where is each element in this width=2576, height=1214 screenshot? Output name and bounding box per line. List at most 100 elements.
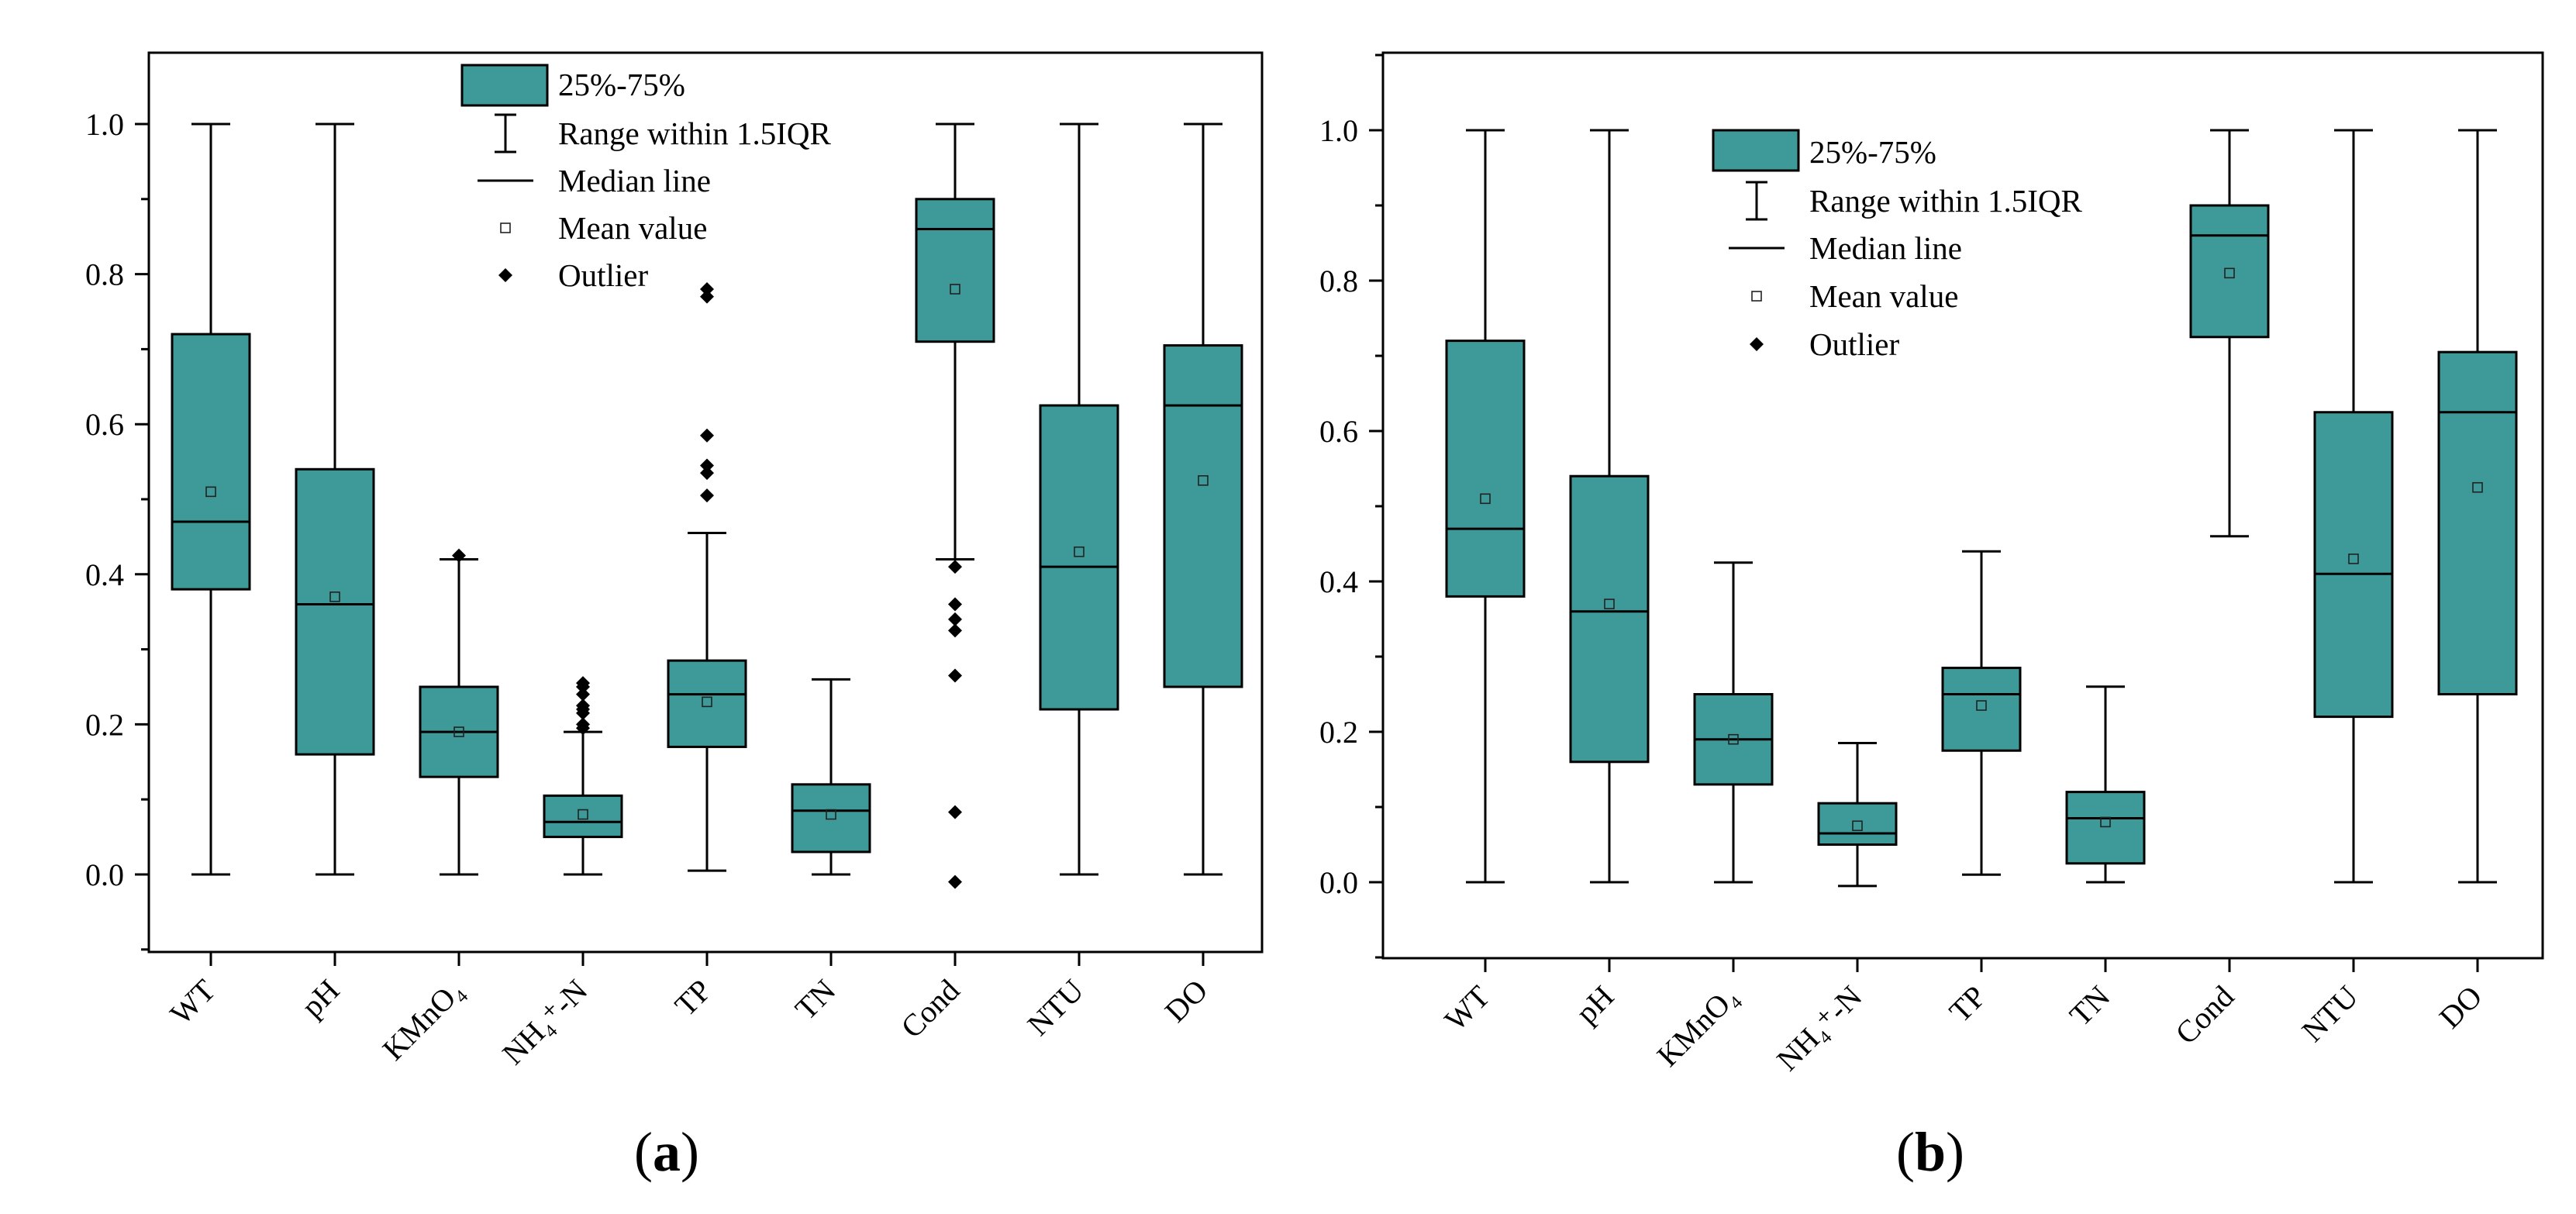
legend-outlier-symbol: [1750, 337, 1764, 351]
box-4: NH₄⁺-N: [495, 676, 623, 1071]
legend-whisker-label: Range within 1.5IQR: [558, 116, 832, 151]
plot-frame: [147, 51, 1264, 954]
outlier-point: [700, 458, 714, 473]
iqr-box: [667, 659, 747, 748]
legend-outlier-symbol: [498, 268, 512, 282]
iqr-box: [1569, 474, 1650, 764]
iqr-box: [1817, 802, 1898, 847]
mean-marker: [1852, 820, 1863, 832]
legend-mean-symbol: [500, 222, 511, 233]
y-tick-label: 0.0: [85, 857, 124, 892]
mean-marker: [205, 486, 216, 498]
x-tick-label: DO: [2433, 979, 2489, 1036]
outlier-point: [948, 560, 962, 574]
outlier-point: [576, 676, 590, 691]
panel-label-letter: b: [1915, 1121, 1946, 1183]
box-7: Cond: [2168, 129, 2270, 1051]
y-tick-label: 0.4: [1319, 564, 1358, 599]
box-6: TN: [788, 678, 871, 1027]
y-tick-label: 0.8: [85, 257, 124, 292]
legend-box-label: 25%-75%: [558, 67, 685, 102]
panel-b: 0.0 0.2 0.4 0.6 0.8 1.0 WT pH KMnO₄ NH₄⁺-N TP TN Con…: [1319, 51, 2544, 1183]
x-tick-label: NH₄⁺-N: [1770, 979, 1868, 1078]
panel-label: (b): [1896, 1121, 1964, 1183]
box-1: WT: [1438, 129, 1526, 1038]
legend-whisker-label: Range within 1.5IQR: [1809, 183, 2083, 219]
x-tick-label: TN: [788, 973, 843, 1027]
iqr-box: [791, 783, 871, 854]
x-tick-label: TN: [2063, 979, 2117, 1033]
y-tick-label: 0.4: [85, 557, 124, 592]
box-1: WT: [164, 122, 251, 1032]
x-tick-label: KMnO₄: [1650, 979, 1745, 1074]
iqr-box: [1163, 344, 1243, 688]
outlier-point: [576, 698, 590, 713]
legend-mean-label: Mean value: [1809, 278, 1958, 314]
mean-marker: [1976, 700, 1987, 711]
outlier-point: [948, 612, 962, 626]
legend: 25%-75% Range within 1.5IQR Median line Mea…: [460, 64, 832, 293]
mean-marker: [453, 726, 464, 737]
box-3: KMnO₄: [1650, 561, 1774, 1074]
mean-marker: [2100, 816, 2111, 828]
x-tick-label: NTU: [2295, 978, 2364, 1048]
x-tick-label: TP: [1943, 979, 1993, 1029]
iqr-box: [2065, 791, 2146, 865]
box-2: pH: [295, 122, 375, 1024]
legend-outlier-label: Outlier: [1809, 326, 1899, 362]
mean-marker: [2472, 481, 2483, 493]
y-tick-label: 0.0: [1319, 865, 1358, 900]
box-4: NH₄⁺-N: [1770, 742, 1898, 1078]
legend-box-label: 25%-75%: [1809, 134, 1936, 170]
mean-marker: [329, 591, 340, 602]
iqr-box: [2313, 411, 2394, 719]
panel-label-open-paren: (: [634, 1121, 653, 1183]
y-tick-label: 1.0: [85, 107, 124, 142]
legend-box-swatch: [1712, 129, 1800, 172]
y-tick-label: 0.2: [1319, 715, 1358, 750]
panel-a: 0.0 0.2 0.4 0.6 0.8 1.0 WT pH KMnO₄ NH₄⁺-N TP TN Con…: [85, 51, 1264, 1183]
mean-marker: [1074, 546, 1085, 557]
iqr-box: [2189, 204, 2270, 339]
mean-marker: [1480, 493, 1491, 505]
legend-median-label: Median line: [558, 163, 711, 198]
box-6: TN: [2063, 685, 2146, 1033]
iqr-box: [915, 198, 995, 343]
box-8: NTU: [1020, 122, 1119, 1043]
legend-mean-label: Mean value: [558, 210, 707, 246]
mean-marker: [1728, 733, 1739, 745]
x-tick-label: NTU: [1020, 972, 1090, 1042]
mean-marker: [950, 284, 960, 295]
mean-marker: [2224, 267, 2235, 279]
outlier-point: [948, 623, 962, 638]
panel-label: (a): [634, 1121, 699, 1183]
legend-mean-symbol: [1751, 291, 1762, 302]
legend: 25%-75% Range within 1.5IQR Median line Mea…: [1712, 129, 2083, 362]
box-9: DO: [1158, 122, 1243, 1029]
box-9: DO: [2433, 129, 2518, 1036]
box-3: KMnO₄: [376, 548, 499, 1067]
outlier-point: [948, 597, 962, 612]
mean-marker: [1198, 474, 1209, 486]
mean-marker: [1604, 598, 1615, 609]
x-tick-label: WT: [1438, 979, 1497, 1038]
box-7: Cond: [894, 122, 995, 1045]
panel-label-letter: a: [653, 1121, 681, 1183]
x-tick-label: pH: [295, 973, 346, 1024]
y-tick-label: 1.0: [1319, 113, 1358, 148]
iqr-box: [2437, 350, 2518, 695]
iqr-box: [1445, 340, 1526, 598]
x-tick-label: WT: [164, 973, 222, 1032]
panel-label-close-paren: ): [681, 1121, 699, 1183]
outlier-point: [576, 687, 590, 702]
box-2: pH: [1569, 129, 1650, 1030]
outlier-point: [700, 466, 714, 481]
outlier-point: [700, 428, 714, 443]
box-5: TP: [667, 281, 747, 1023]
outlier-point: [948, 668, 962, 683]
iqr-box: [1039, 404, 1119, 711]
iqr-box: [543, 794, 623, 839]
x-tick-label: pH: [1569, 979, 1620, 1030]
